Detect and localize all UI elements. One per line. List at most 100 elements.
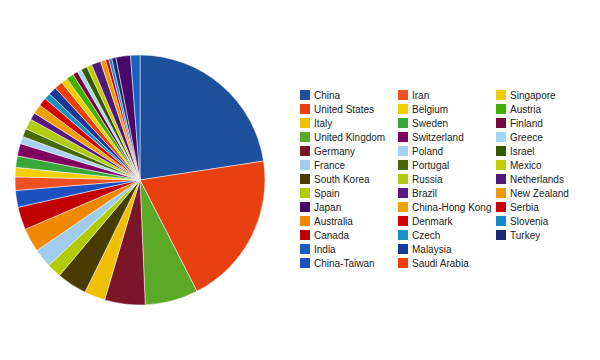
legend-label: United Kingdom [314,132,385,143]
legend-swatch [300,202,310,212]
legend-swatch [398,160,408,170]
legend-swatch [300,118,310,128]
legend-item: Russia [398,174,443,185]
legend-item: Malaysia [398,244,452,255]
legend-label: Malaysia [412,244,452,255]
legend-label: United States [314,104,374,115]
legend-label: Singapore [510,90,556,101]
legend-label: India [314,244,336,255]
legend-label: South Korea [314,174,370,185]
legend-item: Netherlands [496,174,564,185]
legend-item: Australia [300,216,353,227]
legend-label: Canada [314,230,349,241]
legend-swatch [496,202,506,212]
legend-label: Iran [412,90,429,101]
legend-swatch [398,104,408,114]
legend-item: China-Taiwan [300,258,375,269]
pie-slice [140,180,197,305]
legend-swatch [398,244,408,254]
legend-label: Finland [510,118,543,129]
legend-label: China-Hong Kong [412,202,492,213]
pie [15,55,265,305]
legend-item: Finland [496,118,543,129]
legend-item: Mexico [496,160,542,171]
legend-item: Japan [300,202,341,213]
legend-label: Switzerland [412,132,464,143]
legend-label: Greece [510,132,543,143]
legend-item: Saudi Arabia [398,258,469,269]
legend-swatch [398,258,408,268]
legend-item: Canada [300,230,349,241]
legend-swatch [496,104,506,114]
legend-label: Belgium [412,104,448,115]
legend-label: China [314,90,341,101]
legend-item: Austria [496,104,542,115]
legend-label: China-Taiwan [314,258,375,269]
legend-swatch [398,90,408,100]
legend-label: Brazil [412,188,437,199]
legend-label: Italy [314,118,332,129]
legend-label: Austria [510,104,542,115]
legend-label: Netherlands [510,174,564,185]
legend-label: Denmark [412,216,454,227]
legend-label: Slovenia [510,216,549,227]
legend-label: Australia [314,216,353,227]
legend-item: United States [300,104,374,115]
legend-label: Saudi Arabia [412,258,469,269]
legend-item: Switzerland [398,132,464,143]
legend-swatch [300,132,310,142]
legend-label: New Zealand [510,188,569,199]
legend: China United States Italy United Kingdom Ger… [300,90,569,269]
legend-swatch [496,118,506,128]
legend-item: Portugal [398,160,449,171]
pie-slice [131,55,140,180]
legend-label: Mexico [510,160,542,171]
legend-swatch [496,160,506,170]
legend-swatch [496,188,506,198]
legend-label: Israel [510,146,534,157]
legend-item: Greece [496,132,543,143]
legend-item: Italy [300,118,332,129]
legend-item: Germany [300,146,355,157]
legend-swatch [398,174,408,184]
legend-swatch [496,174,506,184]
legend-swatch [300,188,310,198]
legend-label: Serbia [510,202,539,213]
legend-swatch [398,118,408,128]
legend-item: China [300,90,341,101]
legend-item: Denmark [398,216,454,227]
legend-label: Turkey [510,230,540,241]
legend-item: Spain [300,188,340,199]
legend-item: Czech [398,230,440,241]
legend-item: France [300,160,346,171]
legend-item: Turkey [496,230,540,241]
legend-swatch [398,188,408,198]
legend-swatch [300,90,310,100]
legend-label: Germany [314,146,355,157]
legend-label: Japan [314,202,341,213]
legend-swatch [300,146,310,156]
legend-label: France [314,160,346,171]
legend-item: Sweden [398,118,448,129]
legend-swatch [300,174,310,184]
legend-item: United Kingdom [300,132,385,143]
legend-swatch [300,160,310,170]
legend-label: Poland [412,146,443,157]
legend-label: Portugal [412,160,449,171]
legend-item: New Zealand [496,188,569,199]
legend-item: China-Hong Kong [398,202,492,213]
legend-swatch [496,132,506,142]
legend-item: Iran [398,90,429,101]
legend-swatch [300,230,310,240]
legend-item: Brazil [398,188,437,199]
legend-swatch [496,230,506,240]
legend-swatch [496,216,506,226]
legend-item: Slovenia [496,216,549,227]
legend-item: Belgium [398,104,448,115]
legend-label: Sweden [412,118,448,129]
legend-item: India [300,244,336,255]
legend-swatch [496,90,506,100]
legend-item: Serbia [496,202,539,213]
legend-label: Spain [314,188,340,199]
legend-swatch [398,216,408,226]
